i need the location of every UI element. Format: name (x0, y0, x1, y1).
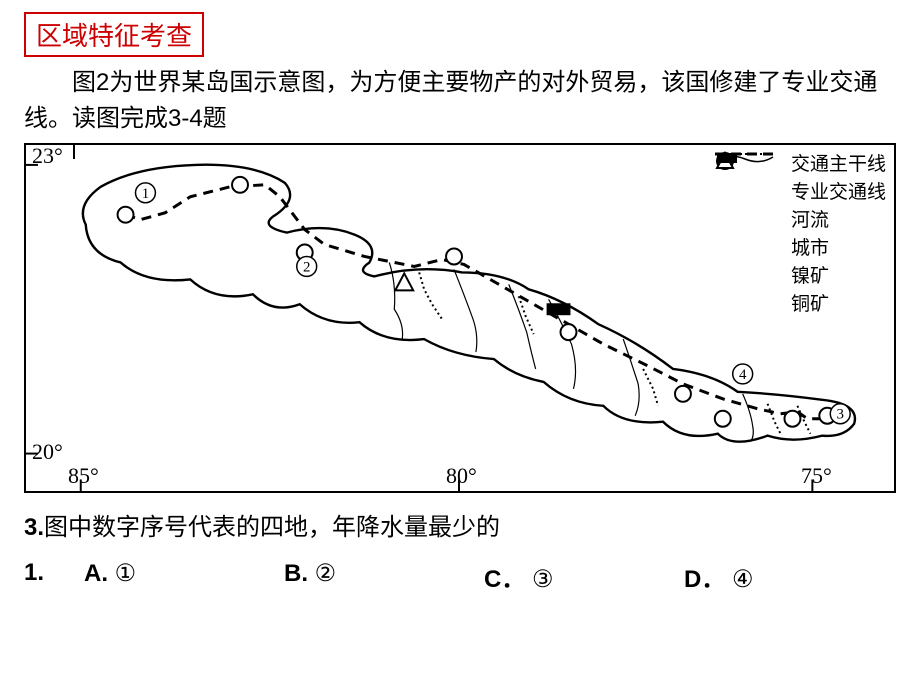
option-a: A. ① (84, 559, 284, 594)
opt-c-val: ③ (532, 566, 554, 593)
opt-d-label: D． (684, 566, 725, 593)
question-block: 3.图中数字序号代表的四地，年降水量最少的 1. A. ① B. ② C． ③ … (24, 509, 896, 594)
legend-row-city: 城市 (715, 235, 886, 263)
question-text: 3.图中数字序号代表的四地，年降水量最少的 (24, 509, 896, 547)
options-row: 1. A. ① B. ② C． ③ D． ④ (24, 559, 896, 594)
svg-text:4: 4 (739, 367, 747, 383)
axis-lon-80: 80° (446, 463, 477, 489)
map-figure: 1 2 3 4 23° 20° 85° 80° 75° 交通主干线 专业交通线 河流 (24, 143, 896, 493)
opt-a-val: ① (115, 560, 137, 587)
option-b: B. ② (284, 559, 484, 594)
axis-lon-85: 85° (68, 463, 99, 489)
option-prefix: 1. (24, 559, 84, 594)
legend-nickel-label: 镍矿 (785, 262, 829, 291)
legend: 交通主干线 专业交通线 河流 城市 镍矿 (715, 151, 886, 319)
legend-city-label: 城市 (785, 234, 829, 263)
axis-lat-23: 23° (32, 143, 63, 169)
opt-b-label: B. (284, 560, 308, 587)
svg-text:3: 3 (836, 407, 843, 423)
legend-row-special: 专业交通线 (715, 179, 886, 207)
axis-lon-75: 75° (801, 463, 832, 489)
opt-a-label: A. (84, 560, 108, 587)
axis-lat-20: 20° (32, 439, 63, 465)
legend-row-river: 河流 (715, 207, 886, 235)
question-number: 3. (24, 514, 44, 541)
opt-b-val: ② (315, 560, 337, 587)
axis-tick (73, 145, 75, 159)
legend-row-nickel: 镍矿 (715, 263, 886, 291)
legend-row-copper: 铜矿 (715, 291, 886, 319)
svg-text:2: 2 (303, 259, 310, 275)
question-body: 图中数字序号代表的四地，年降水量最少的 (44, 514, 500, 541)
opt-c-label: C． (484, 566, 525, 593)
legend-river-label: 河流 (785, 206, 829, 235)
option-d: D． ④ (684, 559, 884, 594)
legend-special-label: 专业交通线 (785, 178, 886, 207)
legend-trunk-label: 交通主干线 (785, 150, 886, 179)
opt-prefix-text: 1. (24, 559, 44, 586)
intro-text: 图2为世界某岛国示意图，为方便主要物产的对外贸易，该国修建了专业交通线。读图完成… (24, 65, 896, 137)
opt-d-val: ④ (732, 566, 754, 593)
option-c: C． ③ (484, 559, 684, 594)
section-header: 区域特征考查 (24, 12, 204, 57)
section-title: 区域特征考查 (36, 21, 192, 51)
svg-text:1: 1 (142, 186, 149, 202)
legend-copper-label: 铜矿 (785, 290, 829, 319)
